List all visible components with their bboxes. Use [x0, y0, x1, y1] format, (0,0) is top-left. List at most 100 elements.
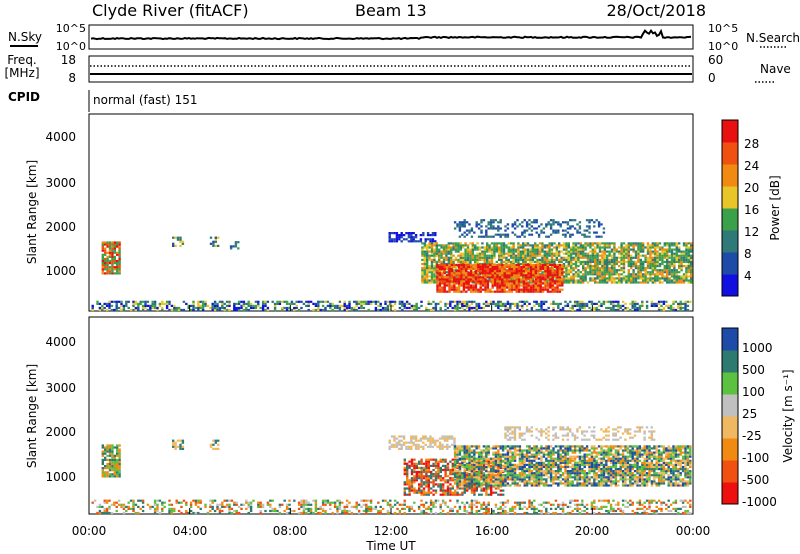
- power-cell: [654, 279, 657, 282]
- power-cell: [365, 302, 368, 305]
- velocity-cell: [593, 507, 596, 510]
- velocity-cell: [451, 477, 454, 480]
- power-cell: [460, 272, 463, 275]
- velocity-cell: [600, 499, 603, 502]
- power-cell: [343, 300, 346, 303]
- power-cell: [426, 277, 429, 280]
- velocity-cell: [293, 509, 296, 513]
- power-cell: [642, 267, 645, 270]
- velocity-cell: [395, 441, 399, 444]
- power-cell: [601, 250, 604, 253]
- power-cell: [454, 248, 458, 251]
- power-cell: [405, 300, 409, 303]
- power-cell: [435, 254, 438, 257]
- power-cell: [264, 308, 267, 312]
- power-cell: [658, 273, 662, 276]
- power-cell: [487, 221, 490, 224]
- velocity-cell: [451, 473, 454, 476]
- power-cell: [618, 246, 621, 249]
- power-cell: [515, 276, 518, 279]
- velocity-cell: [446, 437, 449, 440]
- power-cell: [447, 256, 450, 259]
- power-cell: [555, 258, 558, 261]
- power-cell: [486, 244, 489, 247]
- velocity-cell: [420, 475, 423, 478]
- power-cell: [539, 282, 542, 285]
- power-cbar-tick: 12: [744, 225, 759, 239]
- power-cell: [591, 254, 594, 257]
- power-cell: [338, 306, 342, 310]
- power-cell: [489, 223, 493, 226]
- power-cell: [278, 302, 282, 305]
- power-cell: [355, 304, 358, 307]
- velocity-cell: [442, 479, 445, 482]
- velocity-cell: [179, 443, 182, 446]
- velocity-cell: [463, 507, 466, 510]
- power-cell: [515, 263, 518, 266]
- power-cell: [447, 250, 450, 253]
- velocity-cell: [442, 485, 445, 488]
- velocity-cell: [609, 509, 613, 513]
- power-cell: [467, 274, 470, 277]
- power-cell: [577, 265, 580, 268]
- power-cell: [461, 300, 464, 303]
- power-cell: [519, 250, 522, 253]
- velocity-cell: [389, 505, 392, 508]
- power-cell: [177, 308, 181, 312]
- power-cell: [462, 246, 465, 249]
- power-cell: [521, 300, 524, 303]
- velocity-cell: [449, 483, 452, 486]
- velocity-cell: [319, 505, 322, 508]
- power-cell: [622, 275, 626, 278]
- power-cell: [598, 277, 602, 280]
- power-cell: [630, 260, 633, 263]
- power-cell: [646, 267, 650, 270]
- power-cell: [687, 254, 690, 257]
- velocity-cell: [621, 503, 625, 506]
- power-cell: [520, 272, 523, 275]
- power-cell: [252, 304, 255, 307]
- power-cell: [594, 265, 597, 268]
- power-cell: [617, 308, 620, 312]
- velocity-cell: [429, 509, 433, 513]
- power-cell: [578, 227, 582, 230]
- power-cell: [478, 258, 482, 261]
- power-cell: [534, 286, 538, 289]
- power-cell: [116, 266, 119, 269]
- power-cell: [464, 254, 467, 257]
- power-cell: [520, 288, 523, 291]
- power-cell: [539, 263, 542, 266]
- power-cell: [297, 300, 301, 303]
- power-cell: [508, 276, 511, 279]
- velocity-cell: [101, 444, 104, 447]
- power-cell: [448, 286, 451, 289]
- velocity-cell: [365, 505, 368, 508]
- velocity-cell: [674, 499, 678, 502]
- power-cell: [469, 256, 472, 259]
- power-cell: [483, 250, 486, 253]
- velocity-cell: [300, 501, 303, 504]
- power-cell: [468, 304, 471, 307]
- power-cell: [656, 271, 659, 274]
- power-cell: [670, 269, 674, 272]
- power-cell: [400, 234, 403, 237]
- power-cell: [670, 265, 674, 268]
- power-cell: [101, 247, 104, 250]
- power-cell: [613, 246, 616, 249]
- power-cell: [561, 267, 564, 271]
- power-cell: [532, 280, 535, 283]
- power-cell: [525, 284, 528, 287]
- velocity-cell: [470, 505, 474, 508]
- power-cell: [234, 245, 238, 248]
- velocity-cell: [456, 491, 459, 494]
- power-cell: [584, 246, 587, 249]
- power-cell: [108, 243, 112, 246]
- velocity-cell: [413, 501, 416, 504]
- power-cell: [579, 260, 582, 263]
- velocity-cell: [249, 505, 253, 508]
- power-cell: [428, 265, 431, 268]
- velocity-cell: [438, 447, 442, 450]
- power-cell: [457, 242, 460, 245]
- power-cell: [520, 270, 523, 273]
- power-cell: [586, 273, 590, 276]
